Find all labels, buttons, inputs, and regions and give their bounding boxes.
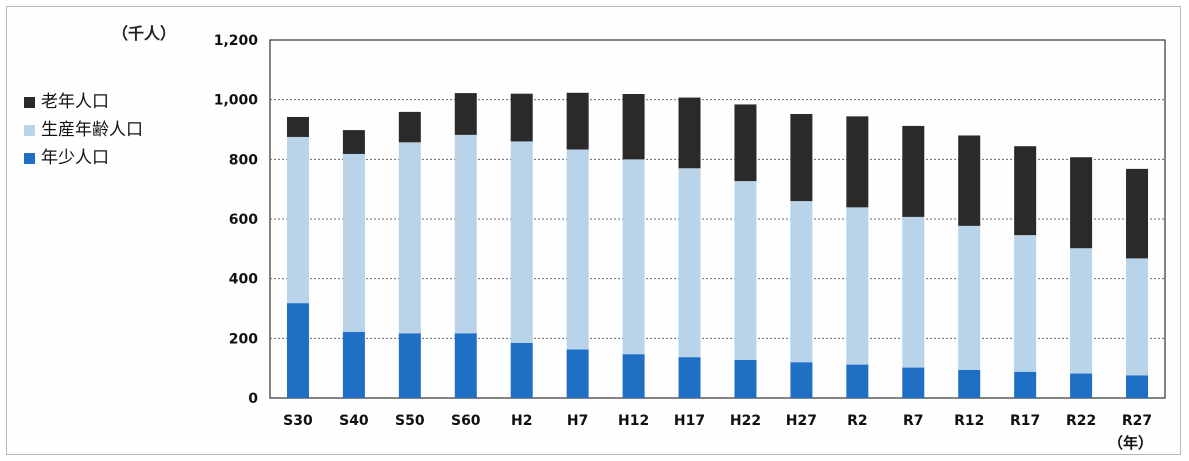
bar-segment xyxy=(790,201,813,363)
x-tick-label: S40 xyxy=(339,413,369,429)
bar-segment xyxy=(1070,373,1093,398)
bar-segment xyxy=(846,207,869,365)
legend-item-elderly: 老年人口 xyxy=(24,88,143,116)
x-tick-label: H2 xyxy=(511,413,532,429)
x-tick-label: S60 xyxy=(451,413,481,429)
x-tick-label: R12 xyxy=(954,413,984,429)
bar-segment xyxy=(958,135,981,226)
x-tick-label: R27 xyxy=(1122,413,1152,429)
y-tick-label: 800 xyxy=(229,152,258,168)
bar-segment xyxy=(846,116,869,208)
x-tick-label: H27 xyxy=(786,413,817,429)
bar-segment xyxy=(1126,375,1149,398)
legend-label-youth: 年少人口 xyxy=(41,148,109,168)
bar-segment xyxy=(790,113,813,202)
legend-swatch-youth xyxy=(24,152,35,164)
x-tick-label: H22 xyxy=(730,413,761,429)
x-tick-label: S50 xyxy=(395,413,425,429)
y-tick-label: 400 xyxy=(229,272,258,288)
legend-item-youth: 年少人口 xyxy=(24,144,143,172)
bar-segment xyxy=(678,97,701,169)
y-tick-label: 200 xyxy=(229,331,258,347)
bar-segment xyxy=(510,93,533,142)
bar-segment xyxy=(566,349,589,398)
bar-segment xyxy=(1126,168,1149,259)
bar-segment xyxy=(454,134,477,334)
bar-segment xyxy=(1070,157,1093,249)
bar-segment xyxy=(566,149,589,350)
bar-segment xyxy=(734,181,757,360)
bar-segment xyxy=(342,130,365,154)
bar-segment xyxy=(398,333,421,398)
legend-swatch-working-age xyxy=(24,124,35,136)
bar-segment xyxy=(342,331,365,398)
bar-segment xyxy=(510,141,533,343)
bar-segment xyxy=(846,364,869,398)
legend-label-working-age: 生産年齢人口 xyxy=(41,120,143,140)
x-tick-label: S30 xyxy=(283,413,313,429)
x-tick-label: R17 xyxy=(1010,413,1040,429)
y-tick-label: 0 xyxy=(248,391,258,407)
x-tick-label: R22 xyxy=(1066,413,1096,429)
y-tick-label: 600 xyxy=(229,212,258,228)
x-tick-label: H7 xyxy=(567,413,588,429)
bar-segment xyxy=(902,125,925,217)
bar-segment xyxy=(1014,146,1037,236)
bar-segment xyxy=(454,93,477,135)
bar-segment xyxy=(958,369,981,398)
bar-segment xyxy=(1014,371,1037,398)
bar-segment xyxy=(286,303,309,398)
bar-segment xyxy=(902,367,925,398)
legend-item-working-age: 生産年齢人口 xyxy=(24,116,143,144)
bar-segment xyxy=(622,354,645,398)
y-tick-label: 1,200 xyxy=(214,33,259,49)
bar-segment xyxy=(398,142,421,334)
bar-segment xyxy=(622,159,645,355)
x-tick-label: H12 xyxy=(618,413,649,429)
bar-segment xyxy=(1070,248,1093,374)
x-tick-label: R7 xyxy=(903,413,924,429)
bar-segment xyxy=(1126,258,1149,376)
x-axis-unit-label: （年） xyxy=(1108,434,1154,452)
bar-segment xyxy=(454,333,477,398)
bar-segment xyxy=(398,111,421,143)
y-tick-label: 1,000 xyxy=(214,93,259,109)
legend-swatch-elderly xyxy=(24,96,35,108)
bar-segment xyxy=(958,225,981,370)
bar-segment xyxy=(342,153,365,332)
bar-segment xyxy=(286,136,309,304)
bar-segment xyxy=(734,104,757,182)
chart-frame xyxy=(6,6,1181,455)
y-axis-unit-label: （千人） xyxy=(112,24,177,43)
bar-segment xyxy=(902,216,925,368)
bar-segment xyxy=(790,362,813,398)
legend: 老年人口 生産年齢人口 年少人口 xyxy=(24,88,143,172)
bar-segment xyxy=(510,342,533,398)
bar-segment xyxy=(678,357,701,398)
legend-label-elderly: 老年人口 xyxy=(41,92,109,112)
x-tick-label: H17 xyxy=(674,413,705,429)
bar-segment xyxy=(1014,235,1037,372)
bar-segment xyxy=(622,93,645,160)
bar-segment xyxy=(734,359,757,398)
bar-segment xyxy=(566,92,589,150)
bar-segment xyxy=(678,168,701,358)
x-tick-label: R2 xyxy=(847,413,868,429)
bar-segment xyxy=(286,116,309,137)
